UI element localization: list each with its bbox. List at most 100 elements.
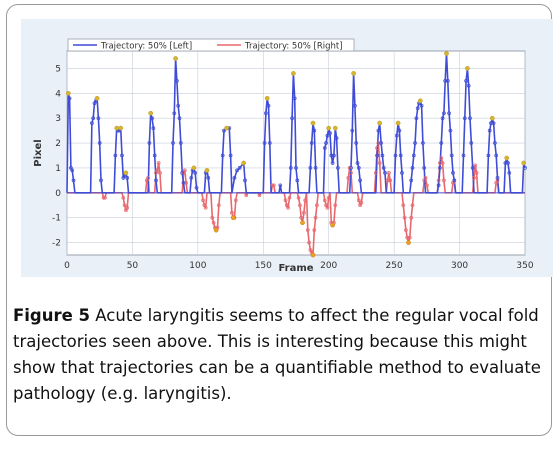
caption-label: Figure 5 <box>13 306 91 325</box>
peak-marker <box>417 98 423 104</box>
peak-marker <box>310 120 316 126</box>
left-point <box>235 168 239 173</box>
left-point <box>267 141 272 145</box>
left-point <box>523 166 527 170</box>
left-point <box>445 79 450 83</box>
right-point <box>322 198 327 203</box>
left-point <box>330 161 335 165</box>
right-point <box>158 171 162 175</box>
right-point <box>473 163 478 168</box>
left-point <box>461 153 466 158</box>
x-tick-label: 300 <box>451 261 468 271</box>
left-point <box>503 161 508 165</box>
left-point <box>295 178 300 183</box>
right-point <box>201 198 205 203</box>
right-point <box>156 161 161 165</box>
right-point <box>402 215 407 220</box>
right-point <box>233 198 238 203</box>
left-point <box>176 103 181 108</box>
peak-marker <box>395 120 401 126</box>
right-point <box>211 220 216 225</box>
x-tick-label: 350 <box>516 261 533 271</box>
left-point <box>422 166 427 170</box>
left-point <box>147 141 152 145</box>
left-point <box>193 171 198 175</box>
left-point <box>262 141 267 145</box>
peak-marker <box>326 125 332 131</box>
left-point <box>380 153 385 158</box>
left-point <box>451 171 455 175</box>
left-point <box>266 103 271 108</box>
left-point <box>452 178 457 183</box>
left-point <box>189 176 194 180</box>
left-point <box>313 166 318 170</box>
left-point <box>350 128 355 133</box>
left-point <box>410 166 415 170</box>
left-point <box>448 128 453 133</box>
right-point <box>325 205 330 210</box>
y-tick-label: 5 <box>55 64 61 74</box>
left-point <box>376 128 381 133</box>
plot-frame: 0 50 100 150 200 250 300 350 -2 -1 0 1 2 3 4 5 Trajecto… <box>21 19 553 277</box>
right-point <box>474 171 479 175</box>
right-point <box>495 178 500 183</box>
left-point <box>171 141 175 145</box>
left-point <box>381 166 386 170</box>
x-tick-label: 0 <box>64 261 70 271</box>
left-point <box>328 131 332 135</box>
left-point <box>379 141 383 145</box>
right-point <box>101 195 106 200</box>
peak-marker <box>148 110 154 116</box>
x-tick-label: 250 <box>386 261 403 271</box>
right-point <box>244 193 249 198</box>
left-point <box>290 116 294 121</box>
peak-marker <box>504 155 510 161</box>
left-point <box>409 178 414 183</box>
trough-marker <box>230 215 236 221</box>
right-point <box>472 176 476 180</box>
left-point <box>113 153 118 158</box>
peak-marker <box>444 51 449 56</box>
left-point <box>419 103 424 108</box>
left-point <box>332 153 336 158</box>
left-point <box>172 111 177 116</box>
left-point <box>97 141 102 145</box>
peak-marker <box>204 168 210 173</box>
left-point <box>411 153 416 158</box>
left-point <box>120 153 124 158</box>
left-point <box>152 153 157 158</box>
left-point <box>438 166 442 170</box>
peak-marker <box>291 71 296 76</box>
left-point <box>178 141 183 145</box>
right-point <box>436 178 441 183</box>
left-point <box>486 153 491 158</box>
left-point <box>90 121 94 125</box>
y-tick-label: 4 <box>55 89 61 99</box>
left-point <box>439 141 444 145</box>
left-point <box>466 83 471 88</box>
left-point <box>443 79 448 83</box>
right-point <box>387 171 391 175</box>
right-point <box>122 203 127 208</box>
x-tick-label: 100 <box>189 261 206 271</box>
right-point <box>103 195 107 200</box>
left-point <box>175 79 179 83</box>
left-point <box>415 106 420 111</box>
right-point <box>299 215 304 220</box>
peak-marker <box>123 170 129 176</box>
left-point <box>375 153 379 158</box>
left-point <box>294 166 298 170</box>
right-point <box>302 210 306 215</box>
right-point <box>377 161 382 165</box>
right-point <box>210 215 215 220</box>
trough-marker <box>406 240 411 245</box>
left-point <box>292 96 297 101</box>
right-point <box>333 203 338 208</box>
left-point <box>393 153 398 158</box>
peak-marker <box>521 160 527 166</box>
right-point <box>439 156 444 160</box>
right-point <box>425 183 429 188</box>
peak-marker <box>173 56 178 61</box>
left-point <box>96 116 101 121</box>
left-point <box>506 161 510 165</box>
